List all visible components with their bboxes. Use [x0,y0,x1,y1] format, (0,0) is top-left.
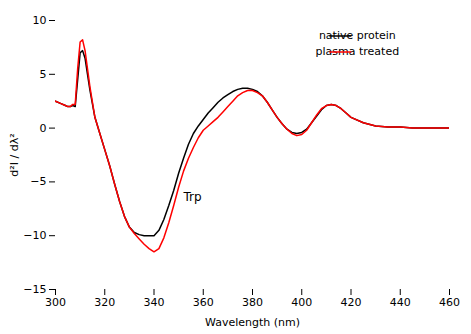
svg-text:plasma treated: plasma treated [316,45,400,58]
svg-text:380: 380 [242,296,263,309]
svg-text:−15: −15 [23,283,46,296]
svg-text:Trp: Trp [183,190,202,204]
svg-text:Wavelength (nm): Wavelength (nm) [205,316,300,329]
svg-text:460: 460 [439,296,460,309]
svg-text:360: 360 [193,296,214,309]
svg-text:5: 5 [40,68,47,81]
svg-text:−10: −10 [23,229,46,242]
svg-text:10: 10 [33,14,47,27]
svg-text:320: 320 [94,296,115,309]
svg-text:420: 420 [341,296,362,309]
svg-text:native protein: native protein [319,29,396,42]
svg-text:340: 340 [144,296,165,309]
svg-text:400: 400 [291,296,312,309]
svg-text:d²I / dλ²: d²I / dλ² [8,133,21,176]
svg-text:−5: −5 [30,175,46,188]
svg-text:440: 440 [390,296,411,309]
svg-text:300: 300 [45,296,66,309]
svg-text:0: 0 [40,122,47,135]
